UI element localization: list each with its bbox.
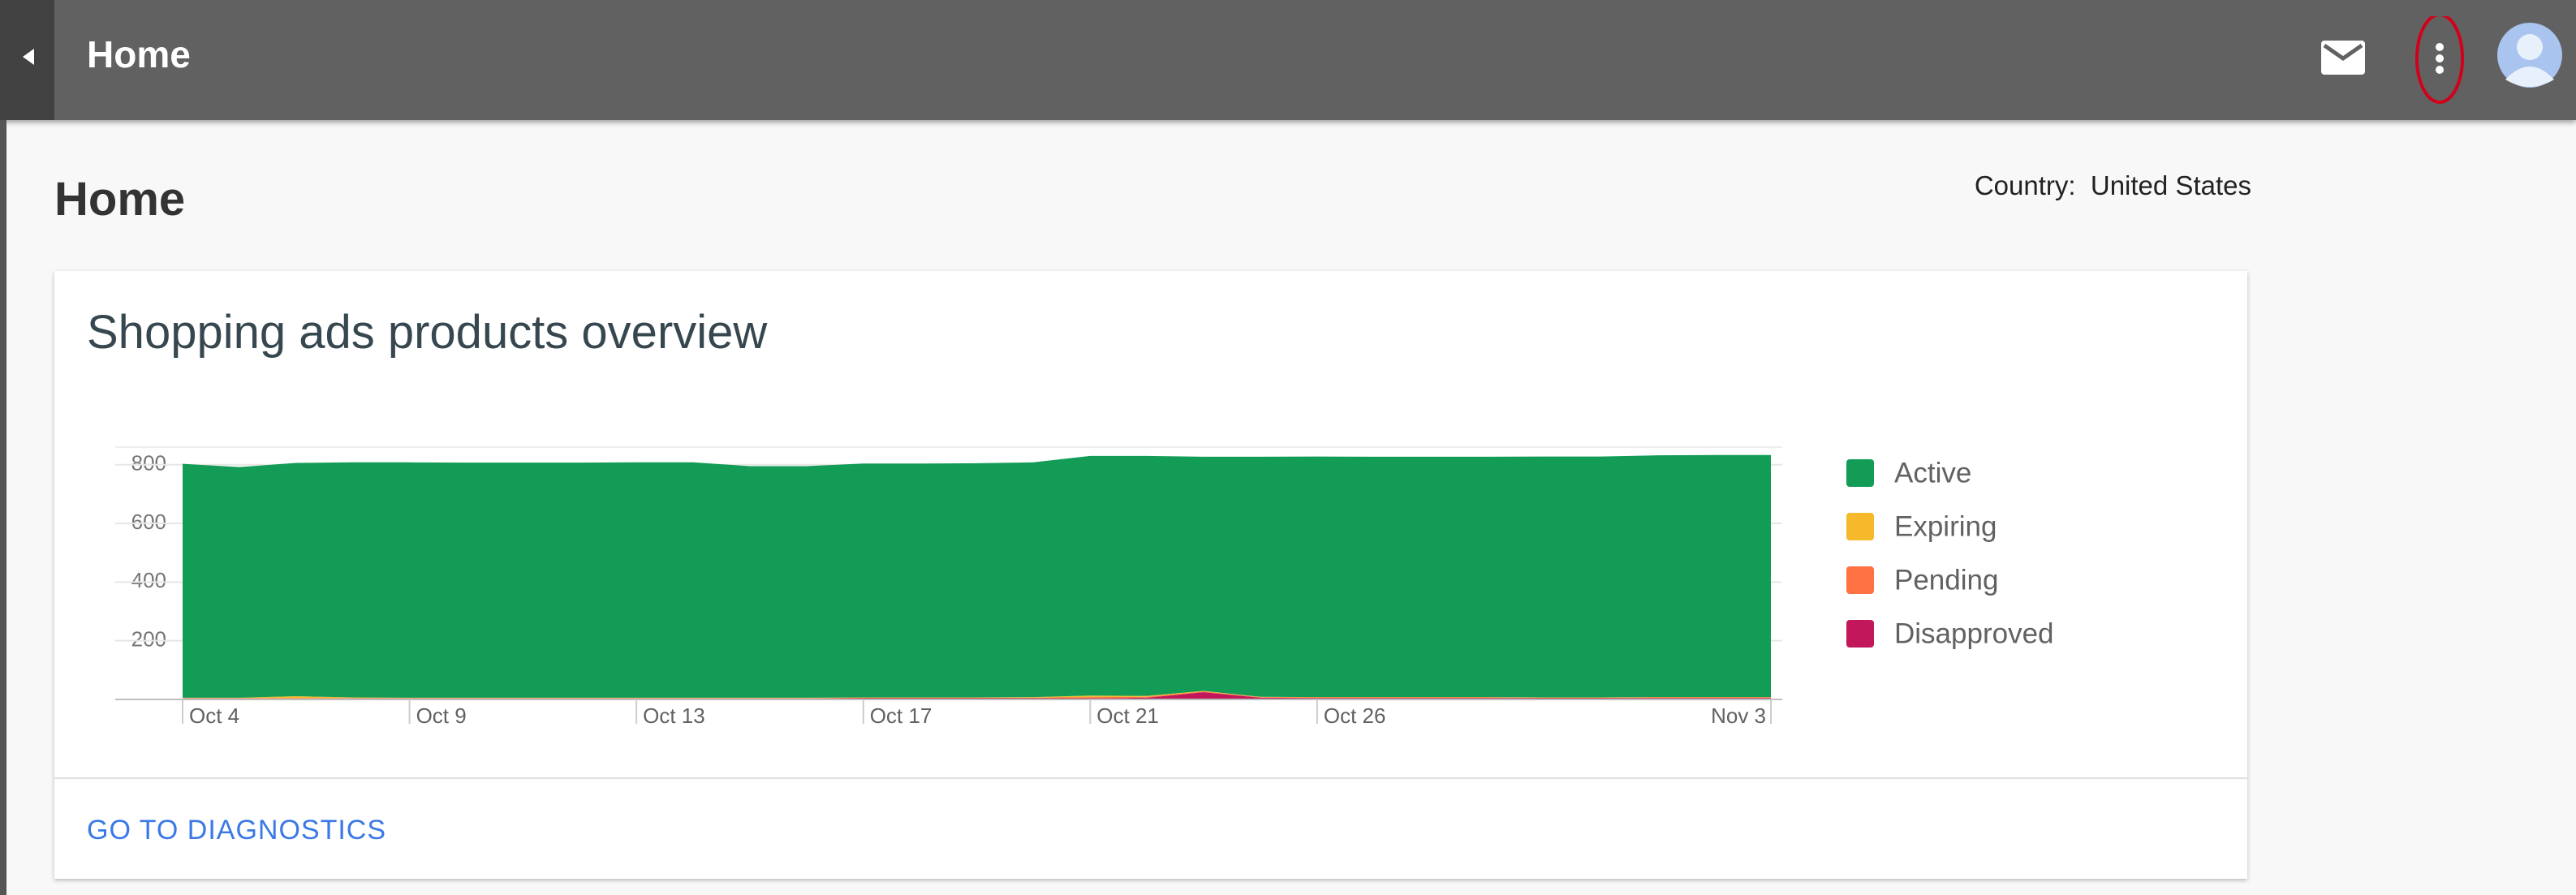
header-bar — [0, 0, 2576, 120]
area — [183, 454, 1771, 698]
x-tick-label: Oct 13 — [643, 704, 705, 728]
country-label: Country: — [1974, 170, 2076, 200]
card-title: Shopping ads products overview — [87, 306, 768, 359]
avatar[interactable] — [2497, 23, 2562, 88]
y-tick-label: 200 — [131, 627, 166, 652]
legend-swatch — [1846, 566, 1874, 594]
y-tick-label: 600 — [131, 510, 166, 534]
country-value: United States — [2090, 170, 2251, 200]
legend-label: Pending — [1894, 564, 1998, 596]
header-title: Home — [87, 33, 191, 75]
x-tick-label: Nov 3 — [1711, 704, 1766, 728]
back-icon — [23, 49, 34, 65]
x-tick-label: Oct 4 — [189, 704, 239, 728]
page-title: Home — [54, 173, 186, 226]
more-menu[interactable] — [2415, 16, 2464, 104]
legend-label: Disapproved — [1894, 617, 2054, 649]
legend-swatch — [1846, 459, 1874, 487]
card-divider — [54, 777, 2247, 779]
legend-label: Active — [1894, 457, 1971, 488]
area — [183, 691, 1771, 699]
header-icons — [2321, 16, 2562, 104]
x-tick-label: Oct 26 — [1324, 704, 1386, 728]
y-tick-label: 400 — [131, 568, 166, 592]
mail-icon[interactable] — [2321, 41, 2365, 75]
x-tick-label: Oct 17 — [870, 704, 933, 728]
legend-label: Expiring — [1894, 510, 1997, 542]
x-tick-label: Oct 9 — [416, 704, 467, 728]
country-selector[interactable]: Country: United States — [1975, 170, 2251, 201]
sidebar-edge — [0, 120, 6, 895]
legend-swatch — [1846, 513, 1874, 540]
y-tick-label: 800 — [131, 451, 166, 475]
diagnostics-link[interactable]: GO TO DIAGNOSTICS — [87, 815, 387, 846]
legend-swatch — [1846, 620, 1874, 648]
back-button[interactable] — [0, 0, 54, 120]
x-tick-label: Oct 21 — [1096, 704, 1159, 728]
area — [183, 691, 1771, 699]
